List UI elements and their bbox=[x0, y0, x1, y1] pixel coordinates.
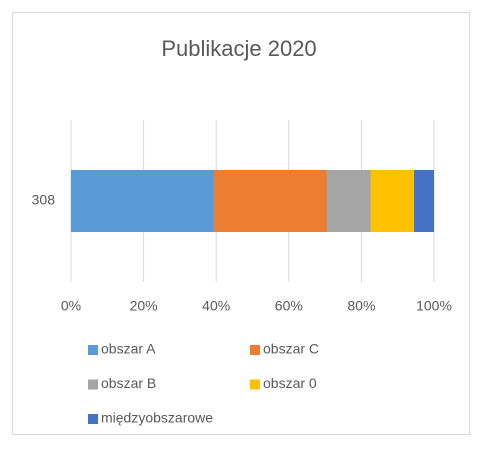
x-tick-label: 60% bbox=[275, 298, 303, 314]
legend-label: obszar B bbox=[101, 375, 156, 391]
bar-segment bbox=[370, 170, 415, 232]
legend-swatch bbox=[250, 345, 260, 355]
y-tick-label: 308 bbox=[32, 192, 56, 208]
legend-label: obszar C bbox=[263, 341, 319, 357]
bar-segment bbox=[71, 170, 215, 232]
x-tick-label: 0% bbox=[61, 298, 81, 314]
legend-swatch bbox=[250, 379, 260, 390]
chart-title: Publikacje 2020 bbox=[161, 36, 316, 61]
legend-label: obszar 0 bbox=[263, 375, 317, 391]
x-tick-label: 100% bbox=[416, 298, 452, 314]
bar-segment bbox=[414, 170, 434, 232]
x-tick-label: 80% bbox=[347, 298, 375, 314]
x-tick-label: 40% bbox=[202, 298, 230, 314]
x-tick-label: 20% bbox=[130, 298, 158, 314]
legend-label: międzyobszarowe bbox=[101, 410, 213, 426]
legend-swatch bbox=[88, 414, 98, 424]
bar-segment bbox=[326, 170, 371, 232]
legend-label: obszar A bbox=[101, 341, 156, 357]
legend-swatch bbox=[88, 379, 98, 390]
bar-segment bbox=[214, 170, 327, 232]
legend-swatch bbox=[88, 345, 98, 355]
